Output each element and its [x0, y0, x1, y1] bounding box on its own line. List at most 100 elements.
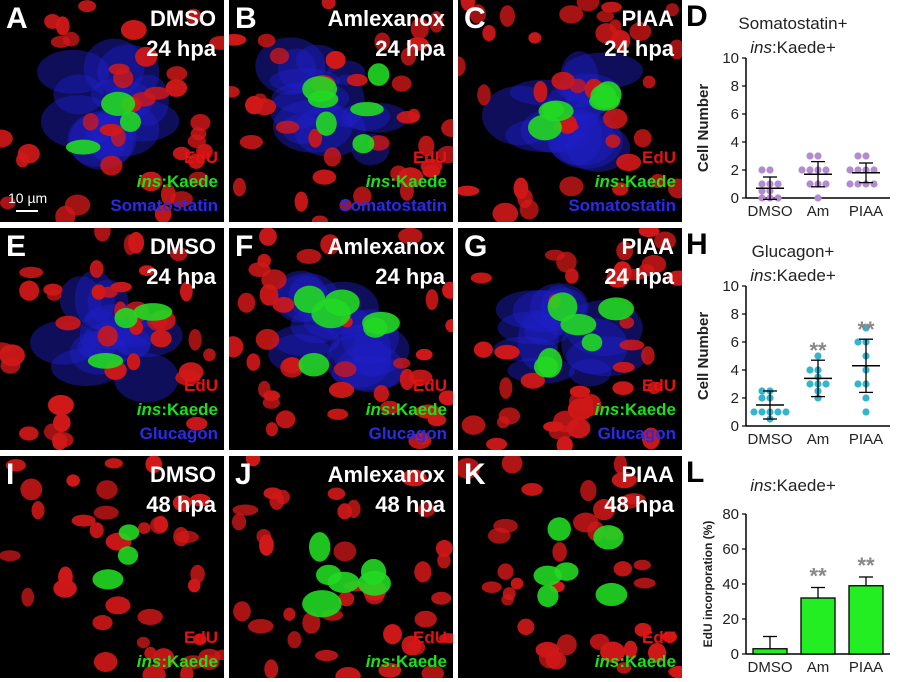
x-tick-label: Am	[807, 659, 830, 676]
data-point	[822, 380, 830, 388]
data-point	[806, 380, 814, 388]
data-point	[774, 408, 782, 416]
data-point	[862, 394, 870, 402]
condition-label: PIAA 24 hpa	[604, 234, 674, 289]
data-point	[870, 180, 878, 188]
micrograph-panel: B Amlexanox 24 hpa EdU ins:Kaede Somatostatin	[229, 0, 453, 222]
micrograph-panel: I DMSO 48 hpa EdU ins:Kaede	[0, 456, 224, 678]
scale-bar-label: 10 µm	[8, 190, 48, 206]
condition-label: Amlexanox 48 hpa	[327, 462, 445, 517]
chart-plot: 0 2 4 6 8 10 Cell Number DMSO Am PIAA ** **	[695, 278, 890, 448]
data-point	[798, 166, 806, 174]
panel-letter: H	[686, 228, 708, 261]
condition-label: Amlexanox 24 hpa	[327, 6, 445, 61]
panel-letter: E	[6, 230, 27, 263]
micrograph-panel: C PIAA 24 hpa EdU ins:Kaede Somatostatin	[458, 0, 682, 222]
data-point	[862, 152, 870, 160]
chart-title-line2: ins:Kaede+	[750, 38, 836, 57]
y-tick-label: 6	[731, 334, 739, 351]
data-point	[758, 387, 766, 395]
x-tick-label: PIAA	[849, 431, 883, 448]
micrograph-image	[0, 0, 224, 222]
data-point	[862, 324, 870, 332]
x-tick-label: PIAA	[849, 659, 883, 676]
significance-marker: **	[857, 317, 875, 342]
data-point	[814, 194, 822, 202]
data-point	[822, 166, 830, 174]
y-tick-label: 8	[731, 306, 739, 323]
panel-letter: I	[6, 458, 15, 491]
micrograph-panel: J Amlexanox 48 hpa EdU ins:Kaede	[229, 456, 453, 678]
y-tick-label: 20	[722, 611, 739, 628]
data-point	[774, 194, 782, 202]
y-tick-label: 60	[722, 541, 739, 558]
chart-glucagon: H Glucagon+ ins:Kaede+ 0 2 4 6 8 10 Cell Numbe…	[686, 228, 900, 454]
edu-label: EdU	[184, 628, 218, 647]
data-point	[750, 408, 758, 416]
chart-title: ins:Kaede+	[750, 476, 836, 495]
y-tick-label: 2	[731, 162, 739, 179]
stain-label: Somatostatin	[110, 196, 218, 215]
y-tick-label: 80	[722, 506, 739, 523]
kaede-label: ins:Kaede	[136, 172, 218, 191]
data-point	[854, 166, 862, 174]
data-point	[822, 180, 830, 188]
chart-plot: 0 2 4 6 8 10 Cell Number DMSO Am PIAA	[695, 50, 890, 220]
data-point	[846, 166, 854, 174]
panel-letter: D	[686, 0, 708, 33]
data-point	[846, 180, 854, 188]
micrograph-image	[458, 456, 682, 678]
bar	[848, 585, 884, 655]
kaede-label: ins:Kaede	[365, 652, 447, 671]
x-tick-label: PIAA	[849, 203, 883, 220]
x-tick-label: Am	[807, 431, 830, 448]
micrograph-panel: E DMSO 24 hpa EdU ins:Kaede Glucagon	[0, 228, 224, 450]
panel-letter: G	[464, 230, 488, 263]
data-point	[854, 180, 862, 188]
x-tick-label: DMSO	[748, 431, 793, 448]
scale-bar	[16, 210, 38, 212]
condition-label: PIAA 48 hpa	[604, 462, 674, 517]
panel-letter: J	[235, 458, 252, 491]
y-tick-label: 4	[731, 362, 739, 379]
data-point	[806, 180, 814, 188]
x-tick-label: Am	[807, 203, 830, 220]
bar	[800, 597, 836, 655]
micrograph-panel: F Amlexanox 24 hpa EdU ins:Kaede Glucagon	[229, 228, 453, 450]
y-tick-label: 8	[731, 78, 739, 95]
chart-title-line1: Somatostatin+	[738, 14, 848, 33]
y-tick-label: 10	[722, 278, 739, 295]
data-point	[758, 187, 766, 195]
micrograph-image	[229, 0, 453, 222]
edu-label: EdU	[413, 148, 447, 167]
micrograph-panel: K PIAA 48 hpa EdU ins:Kaede	[458, 456, 682, 678]
chart-somatostatin: D Somatostatin+ ins:Kaede+ 0 2 4 6 8 10 Cell N…	[686, 0, 900, 226]
panel-letter: B	[235, 2, 257, 35]
data-point	[814, 352, 822, 360]
significance-marker: **	[809, 564, 827, 589]
micrograph-image	[461, 228, 682, 450]
micrograph-panel: G PIAA 24 hpa EdU ins:Kaede Glucagon	[458, 228, 682, 450]
edu-label: EdU	[642, 628, 676, 647]
data-point	[758, 194, 766, 202]
panel-letter: K	[464, 458, 486, 491]
data-point	[854, 152, 862, 160]
panel-letter: A	[6, 2, 28, 35]
data-point	[766, 166, 774, 174]
micrograph-image	[231, 456, 453, 678]
chart-title-line1: Glucagon+	[751, 242, 835, 261]
data-point	[806, 366, 814, 374]
data-point	[774, 180, 782, 188]
y-tick-label: 4	[731, 134, 739, 151]
stain-label: Somatostatin	[568, 196, 676, 215]
y-axis-label: Cell Number	[695, 84, 712, 173]
panel-letter: F	[235, 230, 254, 263]
micrograph-image	[0, 228, 216, 450]
edu-label: EdU	[642, 376, 676, 395]
bar	[752, 648, 788, 655]
chart-edu-incorporation: L ins:Kaede+ 0 20 40 60 80 EdU incorporation …	[686, 456, 900, 682]
y-tick-label: 10	[722, 50, 739, 67]
kaede-label: ins:Kaede	[136, 652, 218, 671]
x-tick-label: DMSO	[748, 659, 793, 676]
y-axis-label: EdU incorporation (%)	[701, 521, 715, 648]
